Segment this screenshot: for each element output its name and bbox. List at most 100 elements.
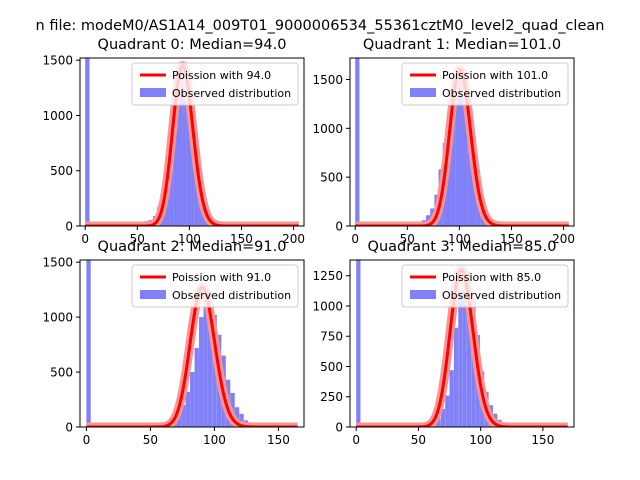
poisson-fit-line: [86, 285, 298, 427]
axes-frame: [349, 57, 575, 227]
x-tick-label: 100: [203, 433, 226, 447]
panel-title: Quadrant 2: Median=91.0: [98, 239, 287, 255]
histogram-bar: [471, 173, 477, 226]
y-tick-label: 1000: [312, 299, 343, 313]
x-tick-label: 0: [351, 232, 359, 246]
legend-label: Poission with 91.0: [172, 271, 271, 284]
x-tick-label: 150: [500, 232, 523, 246]
x-tick-label: 50: [411, 433, 426, 447]
y-tick-label: 1000: [312, 122, 343, 136]
panel-title: Quadrant 0: Median=94.0: [98, 37, 287, 53]
poisson-fit-line: [84, 64, 300, 226]
legend-label: Observed distribution: [442, 289, 561, 302]
x-tick-label: 0: [83, 433, 91, 447]
x-tick-label: 200: [552, 232, 575, 246]
histogram-bar: [463, 110, 468, 226]
y-tick-label: 500: [50, 366, 73, 380]
legend-bar-swatch: [140, 88, 166, 97]
y-tick-label: 500: [320, 360, 343, 374]
axes-frame: [349, 259, 575, 428]
legend-label: Observed distribution: [172, 87, 291, 100]
panel-title: Quadrant 3: Median=85.0: [368, 239, 557, 255]
histogram-bar: [462, 269, 467, 427]
legend-bar-swatch: [140, 290, 166, 299]
y-tick-label: 250: [320, 390, 343, 404]
histogram-bar: [445, 395, 450, 427]
histogram-bar: [169, 140, 174, 226]
panel-title: Quadrant 1: Median=101.0: [363, 37, 561, 53]
x-tick-label: 150: [230, 232, 253, 246]
histogram-bar: [181, 405, 186, 427]
legend-bar-swatch: [410, 290, 436, 299]
panel-quadrant-1: 0 50 100 150 200 0 500 1000 1500 Poission with 10…: [312, 37, 575, 246]
y-tick-label: 750: [320, 330, 343, 344]
x-tick-label: 0: [352, 433, 360, 447]
histogram-bar: [203, 287, 208, 427]
histogram-bar: [199, 317, 204, 427]
legend-label: Poission with 101.0: [442, 69, 548, 82]
legend-bar-swatch: [410, 88, 436, 97]
legend-box: [401, 62, 569, 106]
y-tick-label: 1250: [312, 269, 343, 283]
y-tick-label: 0: [65, 220, 73, 234]
histogram-bar: [190, 372, 195, 427]
histogram-bar: [476, 199, 481, 226]
x-tick-label: 100: [448, 232, 471, 246]
histogram-bar: [208, 294, 213, 427]
histogram-bar: [451, 100, 456, 226]
x-tick-label: 150: [531, 433, 554, 447]
y-tick-label: 500: [50, 164, 73, 178]
histogram-bar: [173, 111, 179, 226]
x-tick-label: 50: [130, 232, 145, 246]
panel-quadrant-0: 0 50 100 150 200 0 500 1000 1500 Poission with 94…: [42, 37, 305, 246]
histogram-bar: [453, 327, 459, 427]
histogram-bar: [467, 141, 473, 226]
x-tick-label: 150: [267, 433, 290, 447]
histogram-bar: [466, 272, 472, 427]
histogram-bar: [234, 407, 240, 427]
figure-suptitle: n file: modeM0/AS1A14_009T01_9000006534_…: [36, 18, 605, 34]
x-tick-label: 100: [469, 433, 492, 447]
histogram-bar: [185, 391, 190, 427]
legend-label: Observed distribution: [172, 289, 291, 302]
y-tick-label: 0: [65, 421, 73, 435]
legend-box: [131, 62, 299, 106]
histogram-bar: [85, 58, 90, 226]
x-tick-label: 200: [282, 232, 305, 246]
x-tick-label: 50: [143, 433, 158, 447]
x-tick-label: 100: [178, 232, 201, 246]
x-tick-label: 50: [400, 232, 415, 246]
histogram-bar: [86, 260, 91, 427]
histogram-bar: [436, 418, 441, 427]
y-tick-label: 1500: [312, 73, 343, 87]
x-tick-label: 0: [81, 232, 89, 246]
histogram-bar: [182, 65, 187, 226]
legend-label: Observed distribution: [442, 87, 561, 100]
histogram-bar: [355, 58, 360, 226]
histogram-bar: [194, 347, 199, 427]
histogram-bar: [459, 69, 464, 226]
legend-box: [131, 264, 299, 308]
axes-frame: [79, 259, 305, 428]
legend-label: Poission with 94.0: [172, 69, 271, 82]
histogram-bar: [449, 370, 454, 427]
histogram-bar: [458, 291, 463, 427]
histogram-bar: [356, 260, 361, 427]
y-tick-label: 500: [320, 171, 343, 185]
panel-quadrant-3: 0 50 100 150 0 250 500 750 1000 1250 Poission with…: [312, 239, 575, 447]
histogram-bar: [190, 108, 195, 226]
legend-box: [401, 264, 569, 308]
legend-label: Poission with 85.0: [442, 271, 541, 284]
histogram-bar: [177, 77, 183, 226]
axes-frame: [79, 57, 305, 227]
histogram-bar: [440, 408, 446, 427]
y-tick-label: 0: [335, 421, 343, 435]
y-tick-label: 1000: [42, 109, 73, 123]
y-tick-label: 1000: [42, 311, 73, 325]
histogram-bar: [455, 77, 460, 226]
histogram-bar: [186, 73, 191, 226]
y-tick-label: 0: [335, 220, 343, 234]
y-tick-label: 1500: [42, 256, 73, 270]
